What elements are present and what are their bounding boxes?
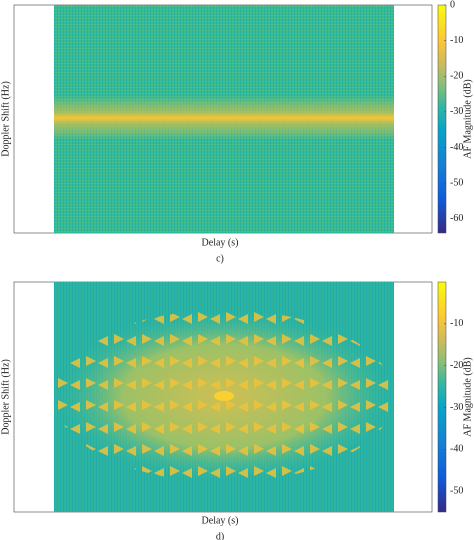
colorbar-tick-label: -60	[450, 213, 463, 224]
caption: c)	[216, 253, 224, 264]
colorbar-tick-label: -30	[450, 106, 463, 117]
colorbar-tick-label: -40	[450, 444, 463, 455]
y-axis-label: Doppler Shift (Hz)	[0, 359, 11, 435]
colorbar-tick-label: -40	[450, 142, 463, 153]
colorbar-tick-label: -20	[450, 360, 463, 371]
heatmap-band	[54, 96, 394, 140]
y-axis-label: Doppler Shift (Hz)	[0, 81, 11, 157]
colorbar-tick-label: 0	[450, 0, 455, 10]
colorbar-tick-label: -50	[450, 177, 463, 188]
caption: d)	[216, 531, 224, 540]
colorbar	[437, 4, 447, 234]
colorbar-tick-label: -30	[450, 402, 463, 413]
colorbar-label: AF Magnitude (dB)	[462, 357, 473, 436]
x-axis-label: Delay (s)	[202, 515, 239, 526]
colorbar-tick-label: -10	[450, 35, 463, 46]
colorbar-label: AF Magnitude (dB)	[462, 79, 473, 158]
colorbar-tick-label: -50	[450, 485, 463, 496]
colorbar-tick-label: -10	[450, 318, 463, 329]
colorbar	[437, 281, 447, 513]
colorbar-tick-label: -20	[450, 71, 463, 82]
x-axis-label: Delay (s)	[202, 237, 239, 248]
heatmap-peak	[214, 391, 234, 401]
